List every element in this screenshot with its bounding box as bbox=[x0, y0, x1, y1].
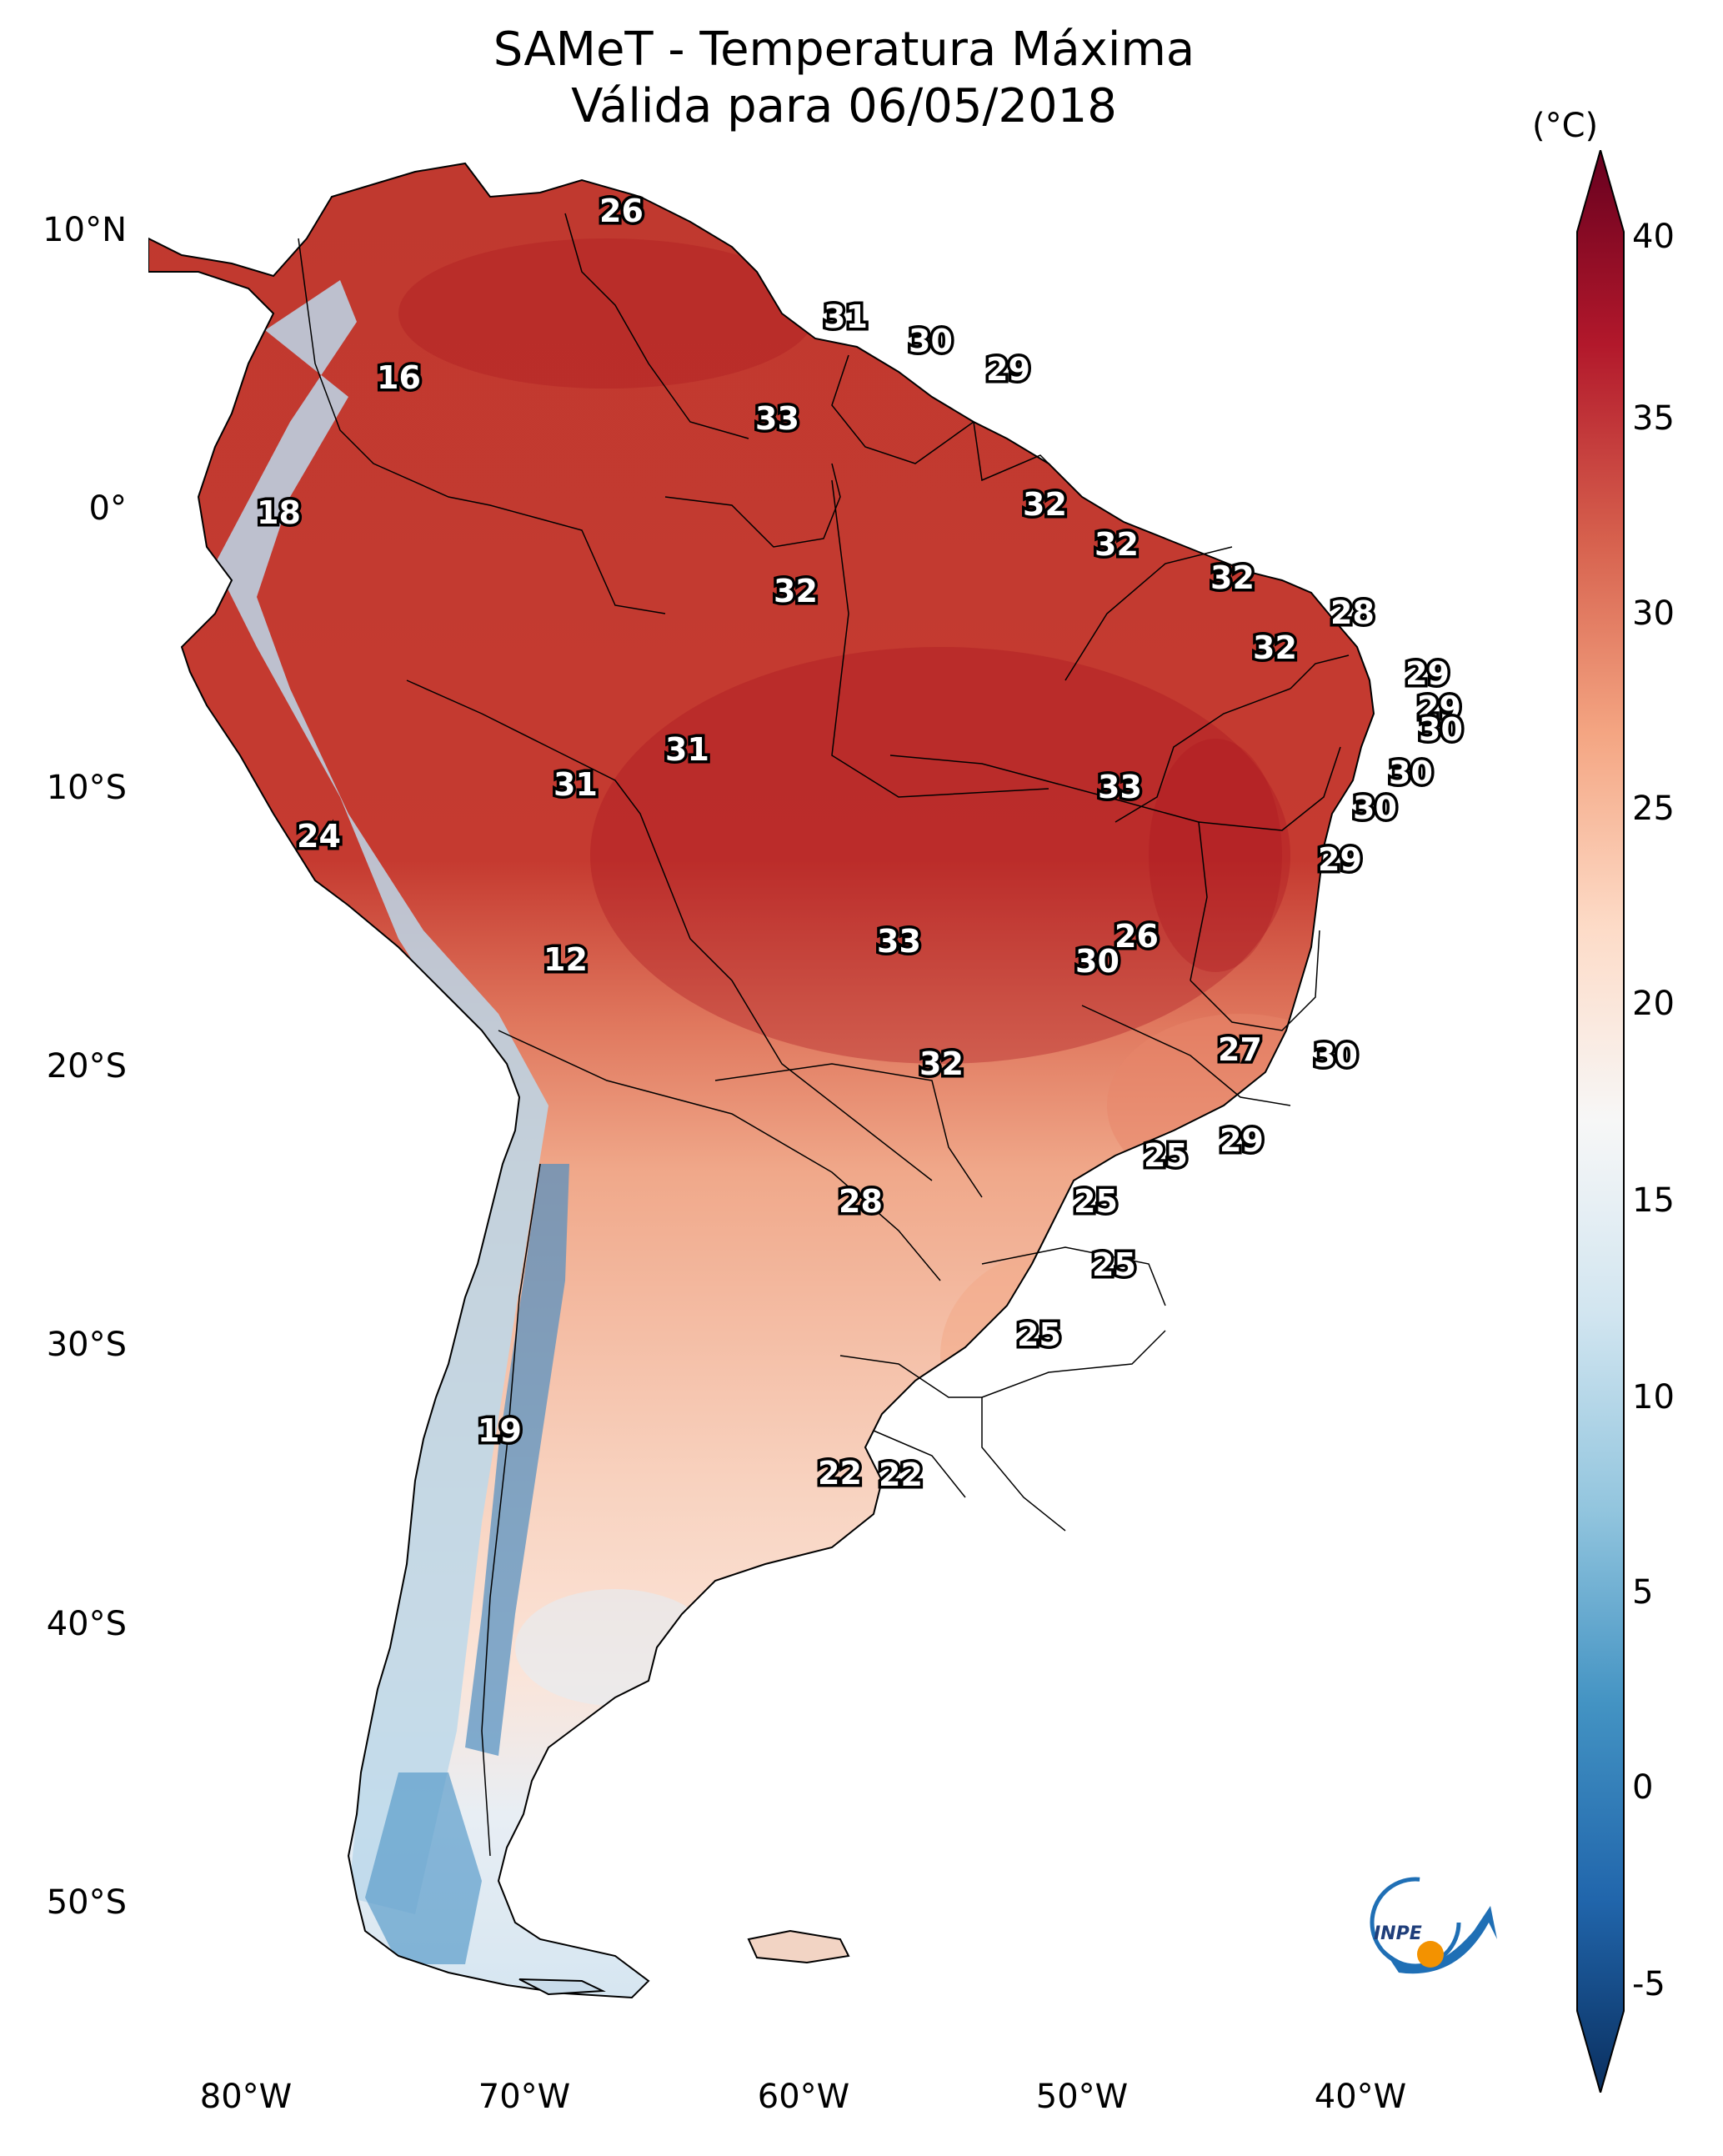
station-value: 22 bbox=[879, 1457, 923, 1493]
lat-label-0: 0° bbox=[88, 489, 127, 528]
station-value: 32 bbox=[919, 1045, 964, 1082]
station-value: 33 bbox=[877, 923, 921, 960]
station-value: 28 bbox=[1330, 594, 1375, 631]
station-value: 31 bbox=[665, 731, 709, 768]
lon-label-50w: 50°W bbox=[1035, 2078, 1129, 2116]
station-value: 12 bbox=[543, 941, 588, 978]
lat-label-10n: 10°N bbox=[43, 211, 127, 249]
colorbar-tick-0: 0 bbox=[1632, 1768, 1654, 1807]
colorbar-tick-20: 20 bbox=[1632, 985, 1675, 1023]
station-value: 29 bbox=[1417, 689, 1461, 726]
lat-label-40s: 40°S bbox=[46, 1605, 127, 1643]
colorbar-tick-40: 40 bbox=[1632, 218, 1675, 256]
station-value: 30 bbox=[909, 323, 953, 359]
station-value: 29 bbox=[1405, 655, 1450, 692]
station-value: 29 bbox=[1318, 841, 1362, 878]
temperature-map: 26 31 30 29 16 33 18 32 32 32 32 28 32 2… bbox=[148, 147, 1540, 2063]
map-subtitle: Válida para 06/05/2018 bbox=[571, 79, 1117, 133]
station-value: 26 bbox=[599, 193, 644, 229]
map-title: SAMeT - Temperatura Máxima bbox=[493, 23, 1195, 77]
colorbar-tick-35: 35 bbox=[1632, 399, 1675, 438]
station-value: 25 bbox=[1074, 1183, 1118, 1220]
station-value: 25 bbox=[1017, 1316, 1061, 1353]
station-value: 18 bbox=[257, 494, 301, 531]
colorbar bbox=[1576, 150, 1625, 2093]
station-value: 32 bbox=[1210, 559, 1255, 596]
colorbar-tick-5: 5 bbox=[1632, 1573, 1654, 1612]
station-value: 32 bbox=[1023, 486, 1067, 523]
station-value: 30 bbox=[1075, 943, 1119, 980]
station-value: 33 bbox=[1098, 769, 1142, 805]
lat-label-30s: 30°S bbox=[46, 1326, 127, 1364]
station-value: 29 bbox=[986, 351, 1030, 388]
station-value: 30 bbox=[1389, 755, 1433, 791]
station-value: 16 bbox=[377, 359, 421, 396]
lat-label-10s: 10°S bbox=[46, 769, 127, 807]
colorbar-tick-30: 30 bbox=[1632, 594, 1675, 633]
station-value: 24 bbox=[297, 818, 341, 855]
lon-label-80w: 80°W bbox=[199, 2078, 293, 2116]
lon-label-40w: 40°W bbox=[1314, 2078, 1407, 2116]
station-value: 31 bbox=[553, 766, 598, 803]
colorbar-tick-25: 25 bbox=[1632, 790, 1675, 828]
station-value: 28 bbox=[839, 1183, 883, 1220]
station-value: 29 bbox=[1220, 1122, 1264, 1159]
station-value: 19 bbox=[478, 1412, 522, 1449]
station-value: 32 bbox=[774, 573, 818, 609]
station-value-labels: 26 31 30 29 16 33 18 32 32 32 32 28 32 2… bbox=[254, 190, 1466, 1497]
colorbar-tick-10: 10 bbox=[1632, 1378, 1675, 1416]
station-value: 27 bbox=[1218, 1031, 1262, 1068]
station-value: 30 bbox=[1419, 711, 1463, 748]
lon-label-70w: 70°W bbox=[478, 2078, 571, 2116]
lat-label-50s: 50°S bbox=[46, 1883, 127, 1922]
station-value: 31 bbox=[824, 298, 868, 335]
station-value: 25 bbox=[1092, 1246, 1136, 1283]
station-value: 25 bbox=[1144, 1137, 1188, 1174]
inpe-logo-text: INPE bbox=[1374, 1923, 1422, 1944]
station-value: 22 bbox=[818, 1455, 862, 1492]
lat-label-20s: 20°S bbox=[46, 1047, 127, 1086]
colorbar-tick-minus5: -5 bbox=[1632, 1965, 1665, 2003]
station-value: 26 bbox=[1114, 918, 1159, 955]
station-value: 32 bbox=[1253, 629, 1297, 666]
station-value: 33 bbox=[755, 400, 799, 437]
colorbar-tick-15: 15 bbox=[1632, 1181, 1675, 1220]
lon-label-60w: 60°W bbox=[757, 2078, 850, 2116]
colorbar-unit: (°C) bbox=[1532, 107, 1599, 145]
station-value: 30 bbox=[1353, 790, 1397, 826]
station-value: 32 bbox=[1094, 526, 1139, 563]
station-value: 30 bbox=[1314, 1037, 1358, 1074]
inpe-logo: INPE bbox=[1370, 1877, 1497, 1974]
